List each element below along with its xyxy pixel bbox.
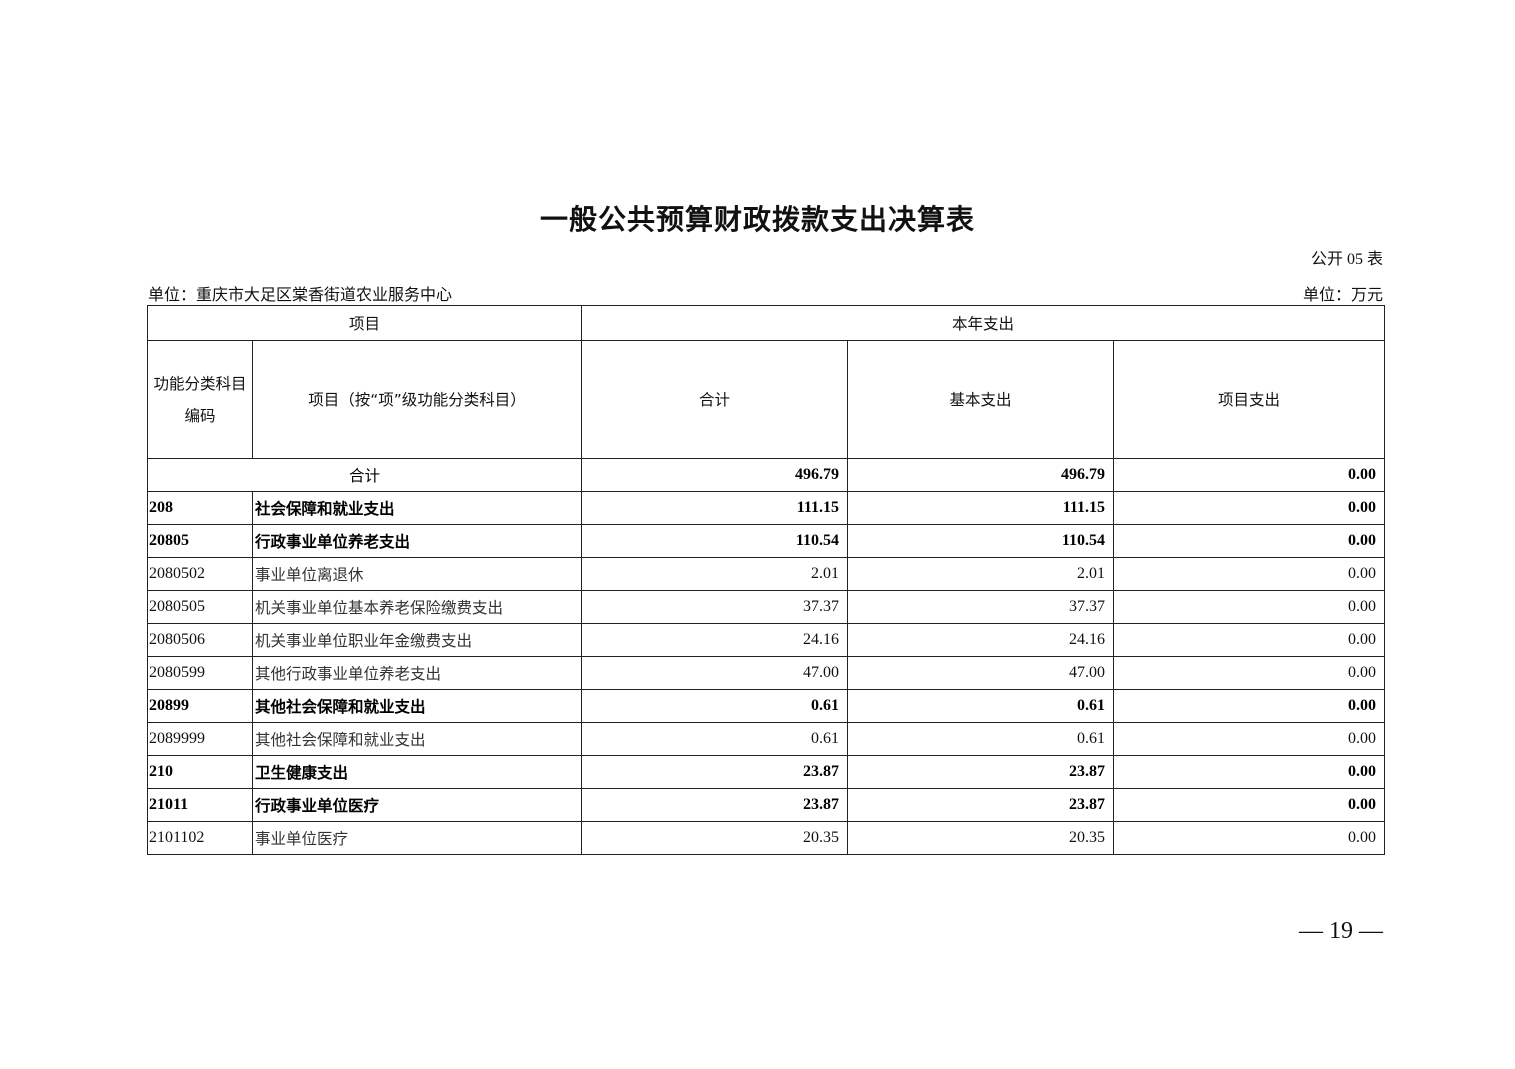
header-current-year: 本年支出 — [581, 305, 1386, 341]
row-total: 0.61 — [581, 722, 849, 756]
table-row: 2080502 事业单位离退休 2.01 2.01 0.00 — [147, 557, 1386, 591]
row-total: 110.54 — [581, 524, 849, 558]
row-name: 事业单位医疗 — [251, 821, 583, 855]
row-basic: 20.35 — [847, 821, 1115, 855]
header-program: 项目支出 — [1113, 340, 1386, 459]
row-code: 208 — [147, 491, 253, 525]
row-name: 其他社会保障和就业支出 — [251, 722, 583, 756]
table-row: 2080506 机关事业单位职业年金缴费支出 24.16 24.16 0.00 — [147, 623, 1386, 657]
row-name: 社会保障和就业支出 — [251, 491, 583, 525]
row-code: 210 — [147, 755, 253, 789]
row-basic: 2.01 — [847, 557, 1115, 591]
header-name: 项目（按“项”级功能分类科目） — [251, 340, 583, 459]
row-program: 0.00 — [1113, 788, 1386, 822]
row-program: 0.00 — [1113, 491, 1386, 525]
row-program: 0.00 — [1113, 689, 1386, 723]
row-basic: 0.61 — [847, 722, 1115, 756]
row-program: 0.00 — [1113, 524, 1386, 558]
row-code: 2089999 — [147, 722, 253, 756]
table-row: 21011 行政事业单位医疗 23.87 23.87 0.00 — [147, 788, 1386, 822]
header-code: 功能分类科目编码 — [147, 340, 253, 459]
row-program: 0.00 — [1113, 590, 1386, 624]
row-total: 24.16 — [581, 623, 849, 657]
unit-organization: 单位：重庆市大足区棠香街道农业服务中心 — [148, 287, 453, 304]
row-basic: 24.16 — [847, 623, 1115, 657]
row-program: 0.00 — [1113, 722, 1386, 756]
row-name: 行政事业单位医疗 — [251, 788, 583, 822]
header-basic: 基本支出 — [847, 340, 1115, 459]
row-name: 事业单位离退休 — [251, 557, 583, 591]
expenditure-table: 项目 本年支出 功能分类科目编码 项目（按“项”级功能分类科目） 合计 基本支出… — [146, 305, 1386, 855]
row-basic: 110.54 — [847, 524, 1115, 558]
row-total: 47.00 — [581, 656, 849, 690]
total-program: 0.00 — [1113, 458, 1386, 492]
table-row: 2101102 事业单位医疗 20.35 20.35 0.00 — [147, 821, 1386, 855]
row-code: 21011 — [147, 788, 253, 822]
row-basic: 23.87 — [847, 755, 1115, 789]
table-row: 2080599 其他行政事业单位养老支出 47.00 47.00 0.00 — [147, 656, 1386, 690]
row-total: 23.87 — [581, 788, 849, 822]
row-program: 0.00 — [1113, 656, 1386, 690]
table-row: 2089999 其他社会保障和就业支出 0.61 0.61 0.00 — [147, 722, 1386, 756]
row-code: 20805 — [147, 524, 253, 558]
row-total: 20.35 — [581, 821, 849, 855]
table-number: 公开 05 表 — [1310, 251, 1383, 268]
row-program: 0.00 — [1113, 557, 1386, 591]
row-code: 2080506 — [147, 623, 253, 657]
header-project: 项目 — [146, 305, 583, 341]
total-total: 496.79 — [581, 458, 849, 492]
row-program: 0.00 — [1113, 755, 1386, 789]
row-total: 111.15 — [581, 491, 849, 525]
row-total: 23.87 — [581, 755, 849, 789]
page-title: 一般公共预算财政拨款支出决算表 — [539, 203, 975, 236]
total-row: 合计 496.79 496.79 0.00 — [146, 458, 1386, 492]
row-name: 卫生健康支出 — [251, 755, 583, 789]
row-basic: 111.15 — [847, 491, 1115, 525]
row-code: 2080505 — [147, 590, 253, 624]
row-code: 2080502 — [147, 557, 253, 591]
table-row: 20805 行政事业单位养老支出 110.54 110.54 0.00 — [147, 524, 1386, 558]
unit-currency: 单位：万元 — [1302, 287, 1383, 304]
row-code: 2101102 — [147, 821, 253, 855]
row-program: 0.00 — [1113, 821, 1386, 855]
page-number: — 19 — — [1299, 918, 1383, 944]
row-name: 其他社会保障和就业支出 — [251, 689, 583, 723]
table-row: 210 卫生健康支出 23.87 23.87 0.00 — [147, 755, 1386, 789]
table-row: 2080505 机关事业单位基本养老保险缴费支出 37.37 37.37 0.00 — [147, 590, 1386, 624]
row-total: 0.61 — [581, 689, 849, 723]
row-basic: 37.37 — [847, 590, 1115, 624]
row-total: 37.37 — [581, 590, 849, 624]
row-code: 20899 — [147, 689, 253, 723]
row-program: 0.00 — [1113, 623, 1386, 657]
table-row: 208 社会保障和就业支出 111.15 111.15 0.00 — [147, 491, 1386, 525]
row-basic: 0.61 — [847, 689, 1115, 723]
total-basic: 496.79 — [847, 458, 1115, 492]
row-basic: 47.00 — [847, 656, 1115, 690]
row-total: 2.01 — [581, 557, 849, 591]
row-name: 机关事业单位基本养老保险缴费支出 — [251, 590, 583, 624]
header-total: 合计 — [581, 340, 849, 459]
row-name: 机关事业单位职业年金缴费支出 — [251, 623, 583, 657]
total-label: 合计 — [146, 458, 583, 492]
row-basic: 23.87 — [847, 788, 1115, 822]
row-name: 行政事业单位养老支出 — [251, 524, 583, 558]
row-name: 其他行政事业单位养老支出 — [251, 656, 583, 690]
table-row: 20899 其他社会保障和就业支出 0.61 0.61 0.00 — [147, 689, 1386, 723]
row-code: 2080599 — [147, 656, 253, 690]
